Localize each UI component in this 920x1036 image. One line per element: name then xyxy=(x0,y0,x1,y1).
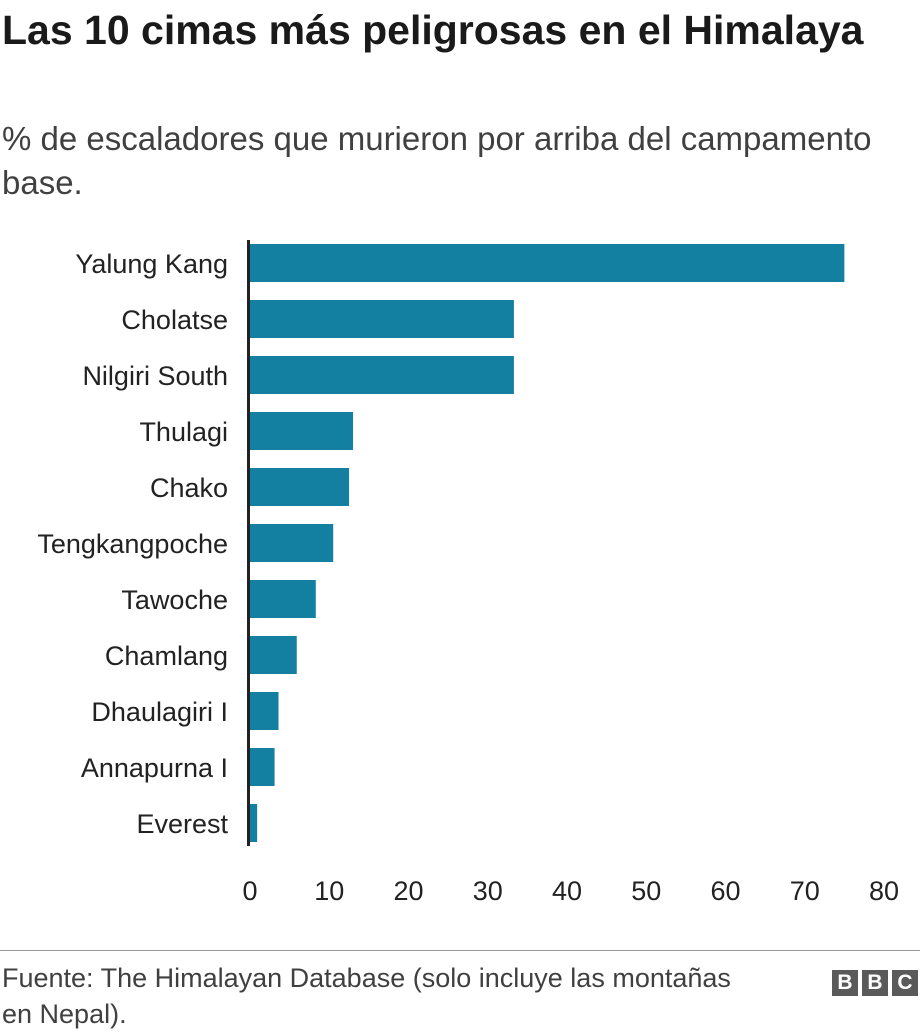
bar-chako xyxy=(250,468,350,506)
footer-divider xyxy=(0,950,920,951)
bar-tengkangpoche xyxy=(250,524,334,562)
source-note: Fuente: The Himalayan Database (solo inc… xyxy=(2,963,731,1029)
x-tick-label: 30 xyxy=(473,876,503,906)
bar-yalung-kang xyxy=(250,244,845,282)
bar-cholatse xyxy=(250,300,514,338)
bar-thulagi xyxy=(250,412,354,450)
bar-nilgiri-south xyxy=(250,356,514,394)
x-tick-label: 60 xyxy=(710,876,740,906)
bar-chamlang xyxy=(250,636,297,674)
category-label: Cholatse xyxy=(121,305,228,335)
x-tick-label: 70 xyxy=(790,876,820,906)
x-tick-label: 40 xyxy=(552,876,582,906)
category-label: Tengkangpoche xyxy=(37,529,228,559)
category-label: Dhaulagiri I xyxy=(91,697,228,727)
x-tick-label: 50 xyxy=(631,876,661,906)
category-label: Chamlang xyxy=(105,641,228,671)
bbc-logo: B B C xyxy=(832,970,918,996)
bar-annapurna-i xyxy=(250,748,275,786)
category-label: Yalung Kang xyxy=(75,249,228,279)
bar-dhaulagiri-i xyxy=(250,692,279,730)
category-label: Chako xyxy=(150,473,228,503)
x-tick-label: 10 xyxy=(314,876,344,906)
category-label: Annapurna I xyxy=(81,753,228,783)
chart-subtitle: % de escaladores que murieron por arriba… xyxy=(2,120,872,201)
bar-everest xyxy=(250,804,258,842)
category-label: Nilgiri South xyxy=(82,361,228,391)
bbc-logo-block-3: C xyxy=(892,970,918,996)
bbc-logo-block-1: B xyxy=(832,970,858,996)
x-tick-label: 0 xyxy=(242,876,257,906)
bar-chart: Yalung Kang Cholatse Nilgiri South Thulagi C… xyxy=(37,240,899,906)
category-labels: Yalung Kang Cholatse Nilgiri South Thulagi C… xyxy=(37,249,228,839)
x-axis-tick-labels: 0 10 20 30 40 50 60 70 80 xyxy=(242,876,899,906)
x-tick-label: 80 xyxy=(869,876,899,906)
x-tick-label: 20 xyxy=(393,876,423,906)
bar-tawoche xyxy=(250,580,316,618)
chart-title: Las 10 cimas más peligrosas en el Himala… xyxy=(2,7,864,53)
category-label: Tawoche xyxy=(121,585,228,615)
category-label: Everest xyxy=(136,809,228,839)
bbc-logo-block-2: B xyxy=(862,970,888,996)
category-label: Thulagi xyxy=(139,417,228,447)
bars-group xyxy=(250,244,845,842)
